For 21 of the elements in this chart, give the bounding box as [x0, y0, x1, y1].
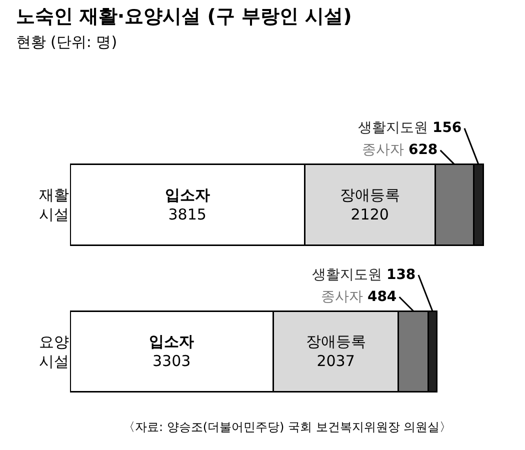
- data-label: 138: [386, 267, 416, 283]
- data-label: 3303: [152, 352, 191, 370]
- series-label: 입소자: [164, 186, 210, 204]
- y-tick-label: 요양 시설: [39, 332, 69, 370]
- series-label: 장애등록: [340, 186, 400, 204]
- text: 입소자: [149, 332, 194, 351]
- text: 생활지도원: [358, 120, 428, 136]
- data-label: 2037: [316, 352, 355, 370]
- data-label: 484: [367, 289, 397, 305]
- data-label: 628: [408, 142, 438, 158]
- text: 생활지도원: [312, 267, 382, 283]
- chart-title: 노숙인 재활·요양시설 (구 부랑인 시설): [16, 6, 352, 28]
- chart-subtitle: 현황 (단위: 명): [16, 33, 118, 52]
- data-label: 3815: [168, 205, 206, 224]
- text: 종사자: [321, 289, 363, 305]
- text: 종사자: [362, 142, 404, 158]
- text: 장애등록: [306, 332, 366, 351]
- annotation: 〈자료: 양승조(더불어민주당) 국회 보건복지위원장 의원실〉: [123, 420, 452, 434]
- data-label: 2120: [350, 205, 389, 224]
- data-label: 156: [432, 120, 462, 136]
- y-tick-label: 재활 시설: [39, 186, 69, 224]
